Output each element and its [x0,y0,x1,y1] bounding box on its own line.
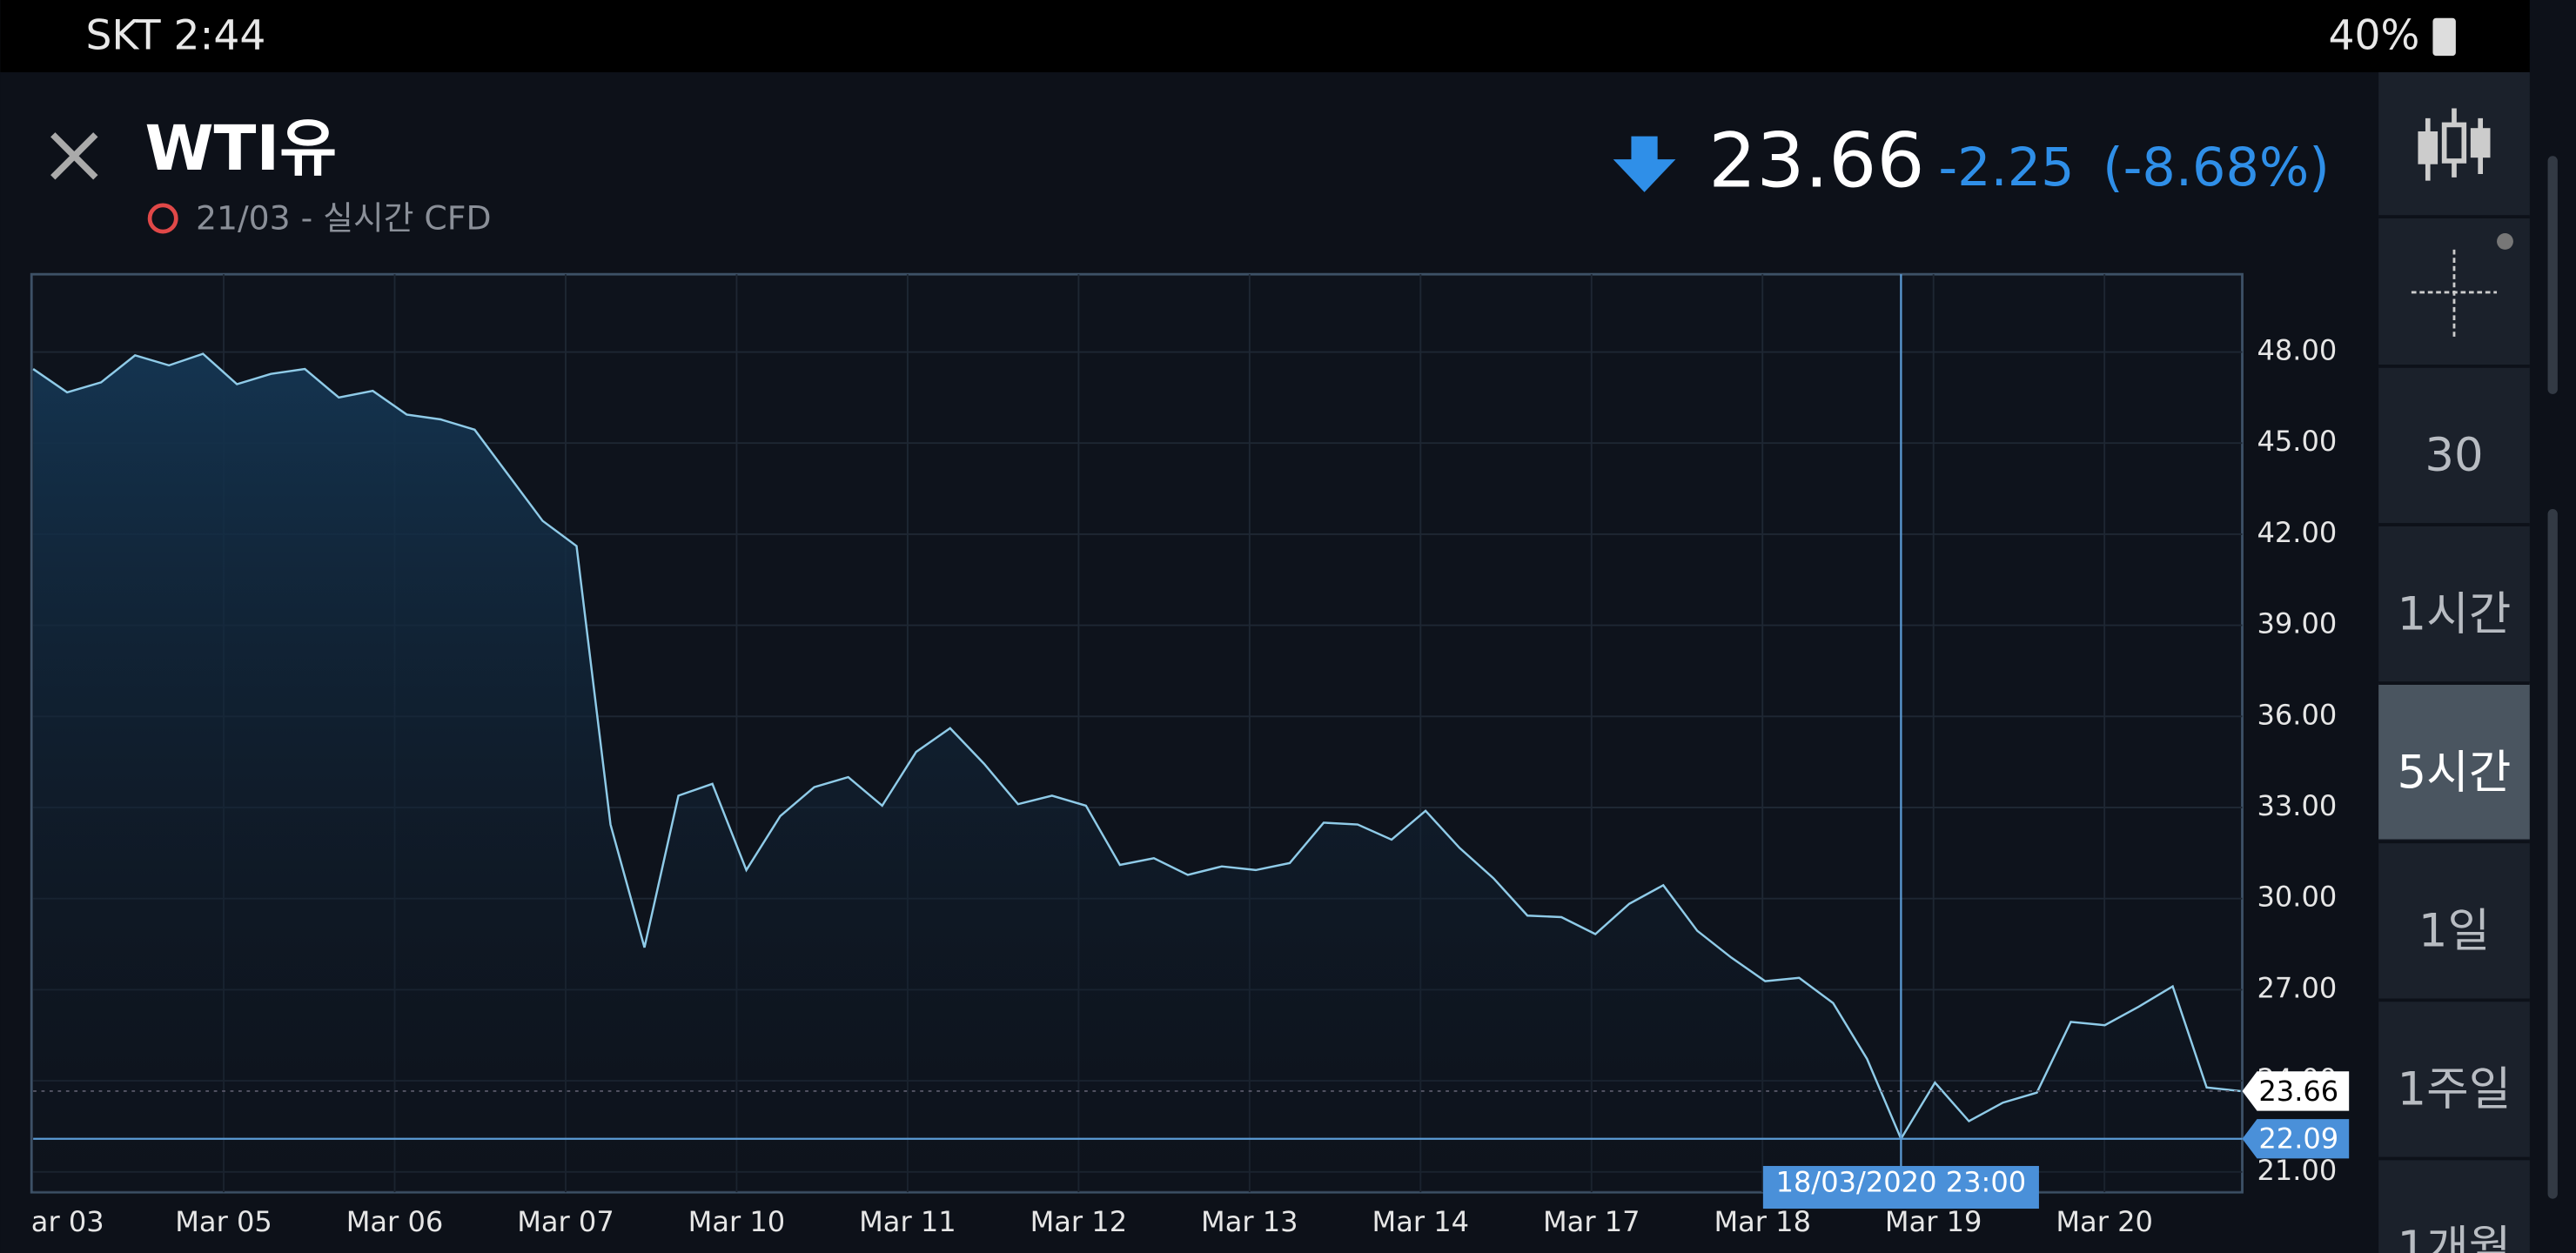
clock-icon [147,203,178,234]
instrument-subtitle: 21/03 - 실시간 CFD [196,198,492,237]
x-tick-label: Mar 07 [517,1205,614,1238]
crosshair-date-tag [1762,1165,2039,1209]
x-tick-label: Mar 10 [688,1205,786,1238]
sidebar-item[interactable]: 5시간 [2398,746,2512,799]
last-price-label: 23.66 [2258,1075,2338,1108]
y-tick-label: 39.00 [2257,607,2337,640]
close-button[interactable] [50,132,98,180]
y-tick-label: 36.00 [2257,698,2337,731]
status-bar [0,0,2530,73]
candle-body [2418,131,2438,164]
area [33,353,2241,1193]
sidebar-selected [2378,683,2530,840]
sidebar-item[interactable]: 1시간 [2398,587,2512,640]
indicator-dot [2497,232,2513,250]
x-tick-label: Mar 11 [859,1205,956,1238]
status-battery: 40% [2328,11,2419,59]
scrollbar [2547,509,2558,1199]
x-tick-label: Mar 19 [1885,1205,1982,1238]
crosshair-value-tag [2242,1119,2350,1159]
y-tick-label: 21.00 [2257,1154,2337,1187]
x-tick-label: ar 03 [31,1205,104,1238]
y-tick-label: 48.00 [2257,334,2337,367]
candle-body [2470,128,2491,158]
line [32,352,2241,1142]
x-tick-label: Mar 20 [2056,1205,2153,1238]
x-tick-label: Mar 12 [1030,1205,1128,1238]
y-tick-label: 30.00 [2257,881,2337,914]
x-tick-label: Mar 18 [1714,1205,1811,1238]
price-change-pct: (-8.68%) [2103,137,2330,198]
instrument-title: WTI유 [144,111,337,184]
y-tick-label: 33.00 [2257,789,2337,822]
crosshair-value-label: 22.09 [2258,1122,2338,1156]
x-tick-label: Mar 17 [1543,1205,1640,1238]
sidebar-item[interactable]: 30 [2425,429,2483,482]
y-tick-label: 42.00 [2257,516,2337,549]
candle-body [2441,122,2467,164]
crosshair-date-label: 18/03/2020 23:00 [1776,1166,2027,1199]
sidebar-item[interactable]: 1주일 [2398,1063,2512,1116]
crosshair-tool[interactable] [2411,249,2498,338]
sidebar-item[interactable]: 1일 [2418,905,2490,958]
price: 23.66 [1708,117,1924,205]
battery-icon [2432,17,2456,57]
y-tick-label: 27.00 [2257,971,2337,1004]
last-price-tag [2242,1071,2350,1111]
down-arrow [1613,136,1676,192]
scrollbar [2547,156,2558,394]
sidebar-item[interactable]: 1개월 [2398,1222,2512,1253]
status-carrier-time: SKT 2:44 [86,11,266,59]
price-change: -2.25 [1938,137,2074,198]
x-tick-label: Mar 13 [1201,1205,1298,1238]
y-tick-label: 45.00 [2257,425,2337,458]
x-tick-label: Mar 14 [1372,1205,1470,1238]
x-tick-label: Mar 06 [346,1205,444,1238]
x-tick-label: Mar 05 [175,1205,272,1238]
